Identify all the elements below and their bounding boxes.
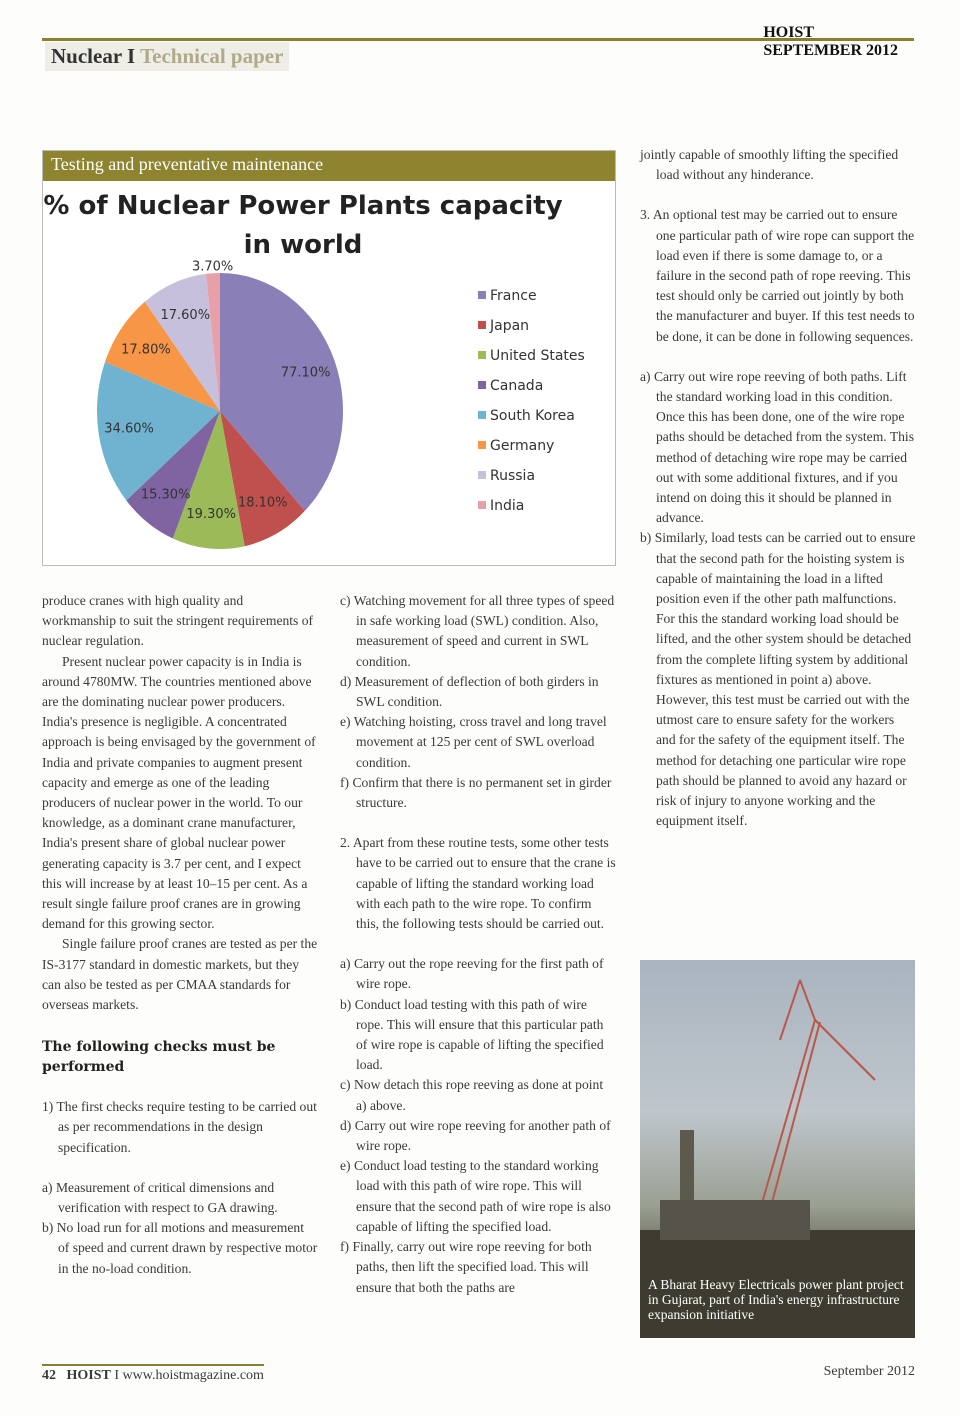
footer-url[interactable]: www.hoistmagazine.com [122,1368,264,1383]
paragraph: 2. Apart from these routine tests, some … [340,835,616,932]
pie-slice-france [220,273,343,511]
legend-entry: Canada [490,378,543,394]
footer-left: 42 HOIST I www.hoistmagazine.com [42,1364,264,1384]
paragraph: f) Finally, carry out wire rope reeving … [340,1239,592,1295]
column-3: jointly capable of smoothly lifting the … [640,145,916,832]
legend-swatch [478,381,486,389]
pie-slice-germany [105,301,220,411]
paragraph: 3. An optional test may be carried out t… [640,207,915,344]
column-2: c) Watching movement for all three types… [340,591,616,1298]
paragraph: a) Carry out wire rope reeving of both p… [640,368,914,526]
legend-swatch [478,411,486,419]
data-label: 34.60% [104,422,154,437]
category-name: Technical paper [140,44,284,68]
data-label: 17.60% [160,308,210,323]
paragraph: Single failure proof cranes are tested a… [42,936,318,1013]
pie-slice-japan [220,411,305,547]
legend-entry: France [490,288,537,304]
photo-caption: A Bharat Heavy Electricals power plant p… [648,1277,904,1322]
crane-illustration [640,979,915,1338]
paragraph: f) Confirm that there is no permanent se… [340,774,612,811]
legend-entry: India [490,498,524,514]
data-label: 18.10% [238,496,288,511]
header-rule [42,38,914,41]
separator: I [127,44,136,68]
section-name: Nuclear [51,44,122,68]
magazine-name: HOIST [763,24,814,41]
pie-slice-canada [126,411,220,539]
paragraph: e) Conduct load testing to the standard … [340,1158,611,1234]
paragraph: e) Watching hoisting, cross travel and l… [340,714,607,770]
paragraph: jointly capable of smoothly lifting the … [640,147,899,183]
power-plant-photo: A Bharat Heavy Electricals power plant p… [640,960,915,1338]
page-number: 42 [42,1368,56,1383]
legend-swatch [478,351,486,359]
paragraph: 1) The first checks require testing to b… [42,1099,317,1155]
legend-entry: Japan [489,318,529,334]
data-label: 3.70% [192,259,233,274]
issue-date: SEPTEMBER 2012 [763,42,898,59]
column-1: produce cranes with high quality and wor… [42,591,318,1279]
paragraph: b) Similarly, load tests can be carried … [640,530,916,829]
paragraph: b) No load run for all motions and measu… [42,1220,318,1276]
paragraph: b) Conduct load testing with this path o… [340,996,604,1073]
paragraph: a) Measurement of critical dimensions an… [42,1179,278,1216]
paragraph: Present nuclear power capacity is in Ind… [42,653,316,932]
legend-entry: Germany [490,438,554,454]
paragraph: d) Carry out wire rope reeving for anoth… [340,1117,611,1154]
pie-slice-south-korea [97,361,220,501]
box-title: Testing and preventative maintenance [43,151,615,181]
pie-slice-russia [144,273,220,411]
pie-slice-united-states [172,411,245,549]
legend-swatch [478,471,486,479]
data-label: 15.30% [141,488,191,503]
legend-entry: United States [490,348,585,364]
pie-slice-india [205,273,220,411]
paragraph: c) Watching movement for all three types… [340,593,615,669]
legend-swatch [478,291,486,299]
legend-entry: South Korea [490,408,575,424]
data-label: 77.10% [281,366,331,381]
section-label: Nuclear I Technical paper [45,42,290,71]
footer-separator: I [114,1368,120,1383]
legend-swatch [478,441,486,449]
paragraph: a) Carry out the rope reeving for the fi… [340,956,604,992]
chart-title: % of Nuclear Power Plants capacity in wo… [43,191,563,260]
legend-swatch [478,501,486,509]
paragraph: c) Now detach this rope reeving as done … [340,1077,604,1113]
footer-date: September 2012 [823,1364,915,1379]
paragraph: d) Measurement of deflection of both gir… [340,673,599,710]
paragraph: produce cranes with high quality and wor… [42,593,314,649]
data-label: 17.80% [121,342,171,357]
footer-magazine: HOIST [66,1368,111,1383]
legend-swatch [478,321,486,329]
data-label: 19.30% [186,507,236,522]
chart-box: Testing and preventative maintenance % o… [42,150,616,566]
legend-entry: Russia [490,468,535,484]
subheading: The following checks must be performed [42,1039,276,1076]
pie-chart: 77.10% 18.10%19.30% 15.30% 34.60% 17.80% 17.6… [97,259,585,549]
masthead: HOIST SEPTEMBER 2012 [763,24,898,60]
